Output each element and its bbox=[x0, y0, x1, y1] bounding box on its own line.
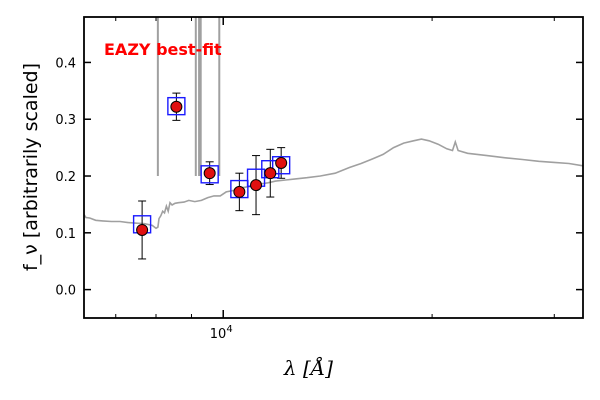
y-tick-label: 0.1 bbox=[55, 227, 76, 242]
model-photometry-square bbox=[200, 165, 219, 184]
x-axis-title: λ [Å] bbox=[283, 355, 333, 380]
x-axis-lambda: λ [Å] bbox=[283, 355, 333, 380]
y-tick-label: 0.0 bbox=[55, 284, 76, 299]
y-tick-label: 0.2 bbox=[55, 170, 76, 185]
observed-photometry-layer bbox=[136, 100, 288, 236]
observed-photometry-point bbox=[275, 156, 288, 169]
model-photometry-square bbox=[271, 156, 291, 175]
tick-layer: 0.0 0.1 0.2 0.3 0.4 104 bbox=[55, 17, 583, 342]
y-axis-title: f_ν [arbitrarily scaled] bbox=[20, 63, 42, 271]
observed-photometry-point bbox=[203, 167, 216, 180]
y-tick-label: 0.3 bbox=[55, 113, 76, 128]
observed-photometry-point bbox=[170, 100, 183, 113]
observed-photometry-point bbox=[264, 167, 277, 180]
model-photometry-square bbox=[167, 96, 186, 116]
observed-photometry-point bbox=[250, 179, 263, 192]
observed-photometry-point bbox=[136, 223, 149, 236]
annotation-label: EAZY best-fit bbox=[104, 40, 222, 59]
observed-photometry-point bbox=[233, 185, 246, 198]
x-tick-label: 104 bbox=[210, 324, 233, 342]
y-tick-label: 0.4 bbox=[55, 56, 76, 71]
plot-frame bbox=[83, 16, 584, 319]
